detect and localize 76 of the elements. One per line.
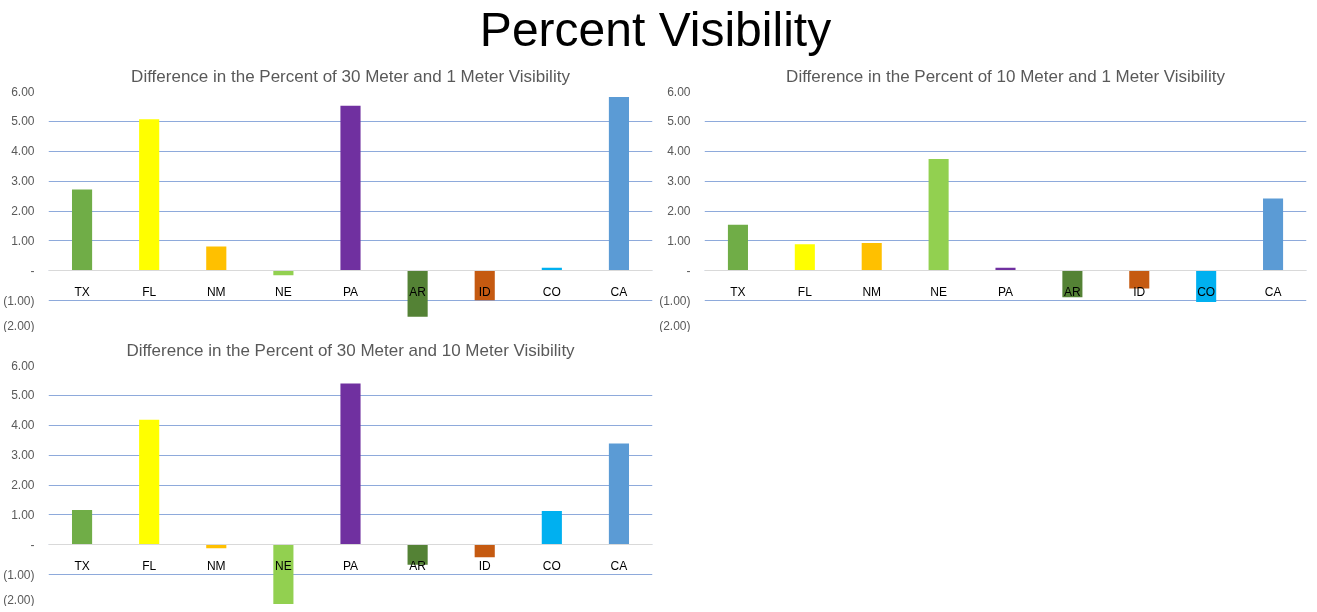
bar <box>1263 198 1284 271</box>
bar <box>340 105 361 271</box>
bar <box>541 510 562 545</box>
y-tick-label: 4.00 <box>11 418 35 433</box>
chart-title: Difference in the Percent of 30 Meter and 10 Meter Visibility <box>126 340 576 360</box>
y-tick-label: 3.00 <box>11 448 35 463</box>
bar <box>474 544 495 558</box>
y-tick-label: 5.00 <box>11 114 35 129</box>
chart-title: Difference in the Percent of 10 Meter and 1 Meter Visibility <box>786 66 1226 86</box>
x-tick-label: TX <box>74 558 90 573</box>
x-tick-label: FL <box>797 284 813 299</box>
y-tick-label: (1.00) <box>3 567 35 582</box>
x-tick-label: NE <box>275 284 292 299</box>
x-tick-label: NM <box>206 558 226 573</box>
y-tick-label: 2.00 <box>11 478 35 492</box>
x-tick-label: TX <box>74 284 90 299</box>
x-tick-label: TX <box>730 284 746 299</box>
bar <box>608 443 630 545</box>
y-tick-label: - <box>686 263 691 278</box>
y-tick-label: 3.00 <box>667 174 691 189</box>
y-tick-label: - <box>30 263 35 278</box>
bar <box>273 544 294 604</box>
y-tick-label: 1.00 <box>667 233 691 248</box>
y-tick-label: 4.00 <box>667 144 691 159</box>
x-tick-label: PA <box>342 558 359 573</box>
y-tick-label: (2.00) <box>659 318 691 333</box>
y-tick-label: 4.00 <box>11 144 35 159</box>
x-tick-label: NM <box>206 284 226 299</box>
y-tick-label: 5.00 <box>11 388 35 403</box>
bar <box>71 510 93 545</box>
x-tick-label: NE <box>930 284 947 299</box>
y-tick-label: 6.00 <box>11 358 35 373</box>
y-tick-label: 2.00 <box>11 204 35 218</box>
x-tick-label: AR <box>1064 284 1082 299</box>
y-tick-label: (2.00) <box>3 592 35 607</box>
y-tick-label: - <box>30 537 35 552</box>
x-tick-label: ID <box>478 558 492 573</box>
x-tick-label: AR <box>409 284 427 299</box>
x-tick-label: CA <box>610 558 628 573</box>
x-tick-label: CA <box>610 284 628 299</box>
y-tick-label: (1.00) <box>659 293 691 308</box>
bar <box>407 270 428 317</box>
bar <box>139 119 160 271</box>
y-tick-label: 3.00 <box>11 174 35 189</box>
x-tick-label: CO <box>1197 284 1216 299</box>
x-tick-label: FL <box>142 284 157 299</box>
chart-title: Difference in the Percent of 30 Meter and 1 Meter Visibility <box>131 66 571 86</box>
y-tick-label: 1.00 <box>11 233 35 248</box>
bar <box>71 189 93 271</box>
y-tick-label: (1.00) <box>3 293 35 308</box>
bar <box>608 96 630 271</box>
bar <box>727 224 748 271</box>
y-tick-label: 2.00 <box>667 204 691 218</box>
bar <box>340 383 361 545</box>
y-tick-label: 6.00 <box>667 84 691 99</box>
x-tick-label: ID <box>1133 284 1146 299</box>
bar <box>1129 270 1150 289</box>
x-tick-label: NE <box>275 558 292 573</box>
text: Percent Visibility <box>479 3 832 56</box>
y-tick-label: 1.00 <box>11 507 35 522</box>
bar <box>794 244 815 271</box>
y-tick-label: (2.00) <box>3 318 35 333</box>
bar <box>206 246 227 271</box>
x-tick-label: CO <box>542 284 561 299</box>
bar <box>928 159 949 271</box>
bar <box>139 419 160 545</box>
bar <box>861 242 882 271</box>
y-tick-label: 5.00 <box>667 114 691 129</box>
x-tick-label: NM <box>862 284 882 299</box>
x-tick-label: PA <box>997 284 1014 299</box>
x-tick-label: FL <box>142 558 157 573</box>
y-tick-label: 6.00 <box>11 84 35 99</box>
x-tick-label: PA <box>342 284 359 299</box>
x-tick-label: CA <box>1264 284 1282 299</box>
x-tick-label: CO <box>542 558 561 573</box>
x-tick-label: ID <box>478 284 492 299</box>
